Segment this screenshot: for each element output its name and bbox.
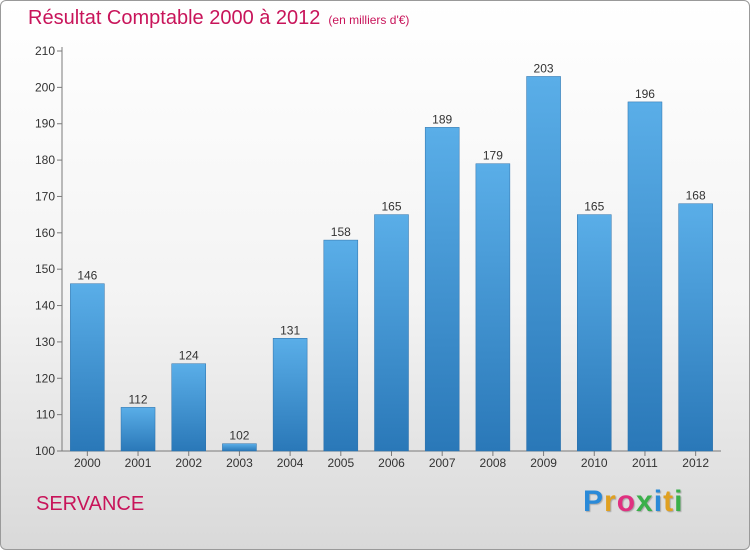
bars: [70, 76, 713, 452]
bar-2010: [577, 214, 612, 452]
x-tick-label-2001: 2001: [125, 456, 152, 470]
bar-2004: [272, 338, 308, 452]
brand-letter: t: [663, 485, 675, 518]
y-tick-label: 180: [35, 153, 55, 167]
x-tick-label-2007: 2007: [429, 456, 456, 470]
y-tick-label: 160: [35, 226, 55, 240]
data-label-2011: 196: [635, 87, 655, 101]
x-tick-label-2003: 2003: [226, 456, 253, 470]
commune-name: SERVANCE: [36, 493, 145, 515]
brand-letter: P: [583, 485, 605, 518]
data-label-2000: 146: [77, 269, 97, 283]
data-label-2001: 112: [128, 392, 147, 406]
chart-title: Résultat Comptable 2000 à 2012 (en millie…: [28, 7, 409, 30]
data-label-2002: 124: [179, 349, 199, 363]
x-tick-label-2010: 2010: [581, 456, 608, 470]
bar-2006: [374, 214, 409, 452]
bar-2009: [526, 76, 561, 452]
x-tick-label-2004: 2004: [277, 456, 304, 470]
bar-2001: [120, 407, 156, 452]
data-label-2005: 158: [331, 225, 351, 239]
x-tick-label-2005: 2005: [327, 456, 354, 470]
brand-letter: r: [604, 485, 617, 518]
chart-title-text: Résultat Comptable 2000 à 2012: [28, 7, 321, 29]
bar-2007: [424, 127, 460, 452]
y-tick-label: 210: [35, 44, 55, 58]
y-tick-label: 130: [35, 335, 55, 349]
brand-letter: x: [636, 485, 654, 518]
bar-2003: [222, 443, 257, 452]
data-label-2004: 131: [280, 323, 300, 337]
y-tick-label: 100: [35, 444, 55, 458]
x-tick-label-2008: 2008: [480, 456, 507, 470]
data-label-2006: 165: [381, 200, 401, 214]
bar-2000: [70, 283, 105, 452]
data-label-2010: 165: [584, 200, 604, 214]
y-tick-label: 140: [35, 299, 55, 313]
brand-letter: o: [616, 485, 637, 518]
data-label-2003: 102: [229, 429, 249, 443]
bar-2002: [171, 363, 206, 452]
bar-2008: [475, 163, 511, 452]
y-tick-label: 120: [35, 371, 55, 385]
brand-letter: i: [653, 485, 664, 518]
x-tick-label-2009: 2009: [530, 456, 557, 470]
y-tick-label: 110: [36, 408, 55, 422]
bar-2011: [627, 101, 663, 452]
data-labels: 146 112 124 102 131 158 165 189 179 203 165 196 168: [77, 61, 706, 442]
x-tick-label-2011: 2011: [632, 456, 658, 470]
x-tick-label-2006: 2006: [378, 456, 405, 470]
proxiti-logo: Proxiti: [583, 485, 683, 519]
y-tick-label: 190: [35, 117, 55, 131]
x-tick-label-2000: 2000: [74, 456, 101, 470]
x-tick-label-2012: 2012: [682, 456, 709, 470]
y-tick-label: 200: [35, 80, 55, 94]
y-tick-label: 150: [35, 262, 55, 276]
brand-letter: i: [674, 485, 684, 518]
bar-2005: [323, 239, 359, 452]
data-label-2008: 179: [483, 149, 503, 163]
data-label-2009: 203: [534, 61, 554, 75]
bar-2012: [678, 203, 713, 452]
y-tick-label: 170: [35, 189, 55, 203]
x-tick-label-2002: 2002: [175, 456, 202, 470]
data-label-2012: 168: [686, 189, 706, 203]
data-label-2007: 189: [432, 112, 452, 126]
chart-unit-note: (en milliers d'€): [328, 13, 410, 27]
